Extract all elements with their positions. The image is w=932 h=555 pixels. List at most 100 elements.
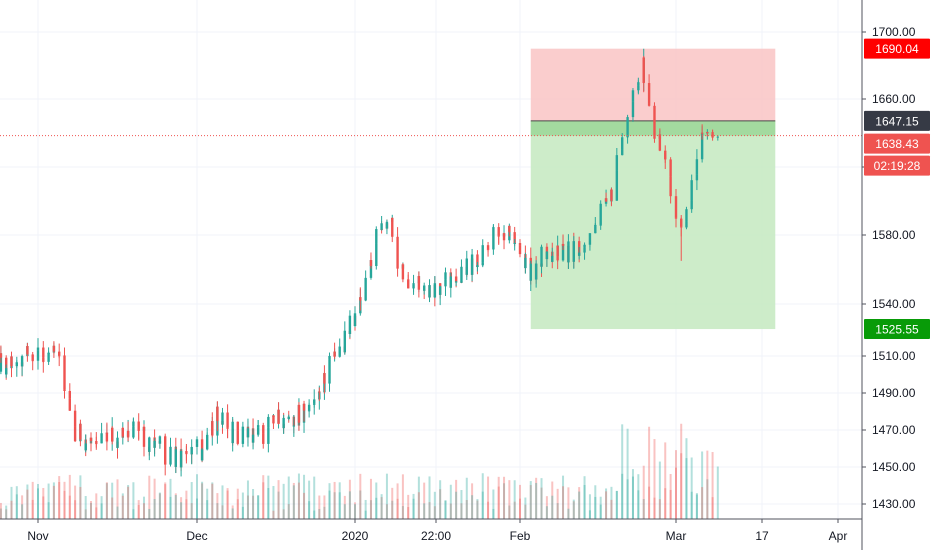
- candle[interactable]: [205, 432, 209, 447]
- candle[interactable]: [588, 233, 592, 248]
- candle[interactable]: [185, 446, 188, 464]
- candle[interactable]: [375, 226, 378, 254]
- candle[interactable]: [132, 417, 135, 438]
- candle[interactable]: [20, 354, 24, 376]
- candle[interactable]: [95, 436, 98, 448]
- candle[interactable]: [454, 280, 458, 286]
- candle[interactable]: [428, 279, 431, 303]
- candle[interactable]: [137, 426, 140, 441]
- candle[interactable]: [700, 124, 704, 140]
- stop-loss-zone[interactable]: [530, 48, 776, 121]
- candle[interactable]: [391, 217, 394, 243]
- candle[interactable]: [211, 412, 214, 438]
- candle[interactable]: [647, 101, 651, 107]
- candle[interactable]: [158, 435, 162, 449]
- candle[interactable]: [513, 239, 516, 251]
- candle[interactable]: [444, 267, 447, 281]
- candle[interactable]: [396, 227, 399, 259]
- candle[interactable]: [422, 282, 426, 295]
- candle[interactable]: [58, 354, 61, 367]
- candle[interactable]: [287, 414, 290, 421]
- candle[interactable]: [5, 364, 8, 378]
- candle[interactable]: [583, 244, 586, 251]
- candle[interactable]: [307, 402, 311, 413]
- candle[interactable]: [385, 219, 389, 235]
- candle[interactable]: [674, 189, 678, 228]
- candle[interactable]: [200, 447, 204, 462]
- candle[interactable]: [433, 276, 437, 299]
- candle[interactable]: [100, 422, 103, 440]
- candle[interactable]: [251, 428, 255, 450]
- candle[interactable]: [323, 365, 326, 394]
- candle[interactable]: [267, 425, 270, 453]
- candle[interactable]: [508, 225, 511, 237]
- candle[interactable]: [690, 174, 693, 205]
- candle[interactable]: [36, 338, 40, 356]
- candle[interactable]: [685, 206, 688, 227]
- candle[interactable]: [706, 131, 709, 137]
- candle[interactable]: [380, 216, 383, 231]
- candle[interactable]: [241, 421, 245, 444]
- candle[interactable]: [642, 55, 645, 93]
- candle[interactable]: [604, 192, 608, 203]
- candle[interactable]: [338, 338, 341, 357]
- candle[interactable]: [610, 187, 613, 207]
- candle[interactable]: [226, 423, 229, 439]
- candle[interactable]: [153, 438, 156, 457]
- candle[interactable]: [695, 149, 699, 181]
- candle[interactable]: [653, 116, 656, 143]
- candle[interactable]: [615, 148, 619, 180]
- candle[interactable]: [481, 239, 484, 268]
- candle[interactable]: [369, 252, 373, 269]
- candle[interactable]: [577, 247, 581, 260]
- candle[interactable]: [10, 351, 13, 378]
- candle[interactable]: [216, 401, 219, 432]
- candle[interactable]: [348, 310, 352, 338]
- candle[interactable]: [318, 387, 321, 402]
- candle[interactable]: [711, 129, 714, 141]
- candle[interactable]: [272, 414, 275, 429]
- candle[interactable]: [556, 245, 559, 270]
- candle[interactable]: [438, 285, 442, 306]
- candle[interactable]: [497, 227, 500, 244]
- candle[interactable]: [302, 400, 306, 422]
- take-profit-zone[interactable]: [530, 120, 776, 330]
- candle[interactable]: [116, 431, 119, 449]
- candle[interactable]: [540, 244, 543, 274]
- candle[interactable]: [333, 342, 336, 360]
- candle[interactable]: [551, 247, 554, 263]
- candle[interactable]: [63, 387, 66, 397]
- candle[interactable]: [231, 416, 234, 452]
- candle[interactable]: [444, 277, 447, 296]
- candle[interactable]: [534, 260, 538, 288]
- candle[interactable]: [680, 217, 683, 237]
- candle[interactable]: [674, 215, 678, 221]
- candle[interactable]: [246, 418, 250, 447]
- candle[interactable]: [492, 223, 495, 237]
- candle[interactable]: [179, 448, 183, 477]
- candle[interactable]: [282, 414, 285, 435]
- candle[interactable]: [126, 421, 130, 442]
- candle[interactable]: [79, 419, 82, 447]
- candle[interactable]: [0, 345, 3, 363]
- candle[interactable]: [664, 151, 667, 170]
- candle[interactable]: [353, 306, 357, 328]
- candle[interactable]: [267, 414, 270, 430]
- candlestick-series[interactable]: [0, 48, 720, 477]
- candle[interactable]: [626, 114, 629, 144]
- candle[interactable]: [460, 259, 463, 284]
- candle[interactable]: [669, 167, 672, 204]
- candle[interactable]: [465, 250, 468, 280]
- candle[interactable]: [190, 439, 193, 465]
- candle[interactable]: [277, 402, 280, 425]
- candle[interactable]: [407, 272, 410, 289]
- candle[interactable]: [42, 350, 45, 373]
- candle[interactable]: [31, 354, 34, 371]
- candle[interactable]: [164, 433, 167, 476]
- candle[interactable]: [417, 271, 421, 298]
- candle[interactable]: [412, 274, 415, 293]
- candle[interactable]: [26, 343, 29, 362]
- candle[interactable]: [236, 427, 239, 446]
- candle[interactable]: [561, 234, 565, 251]
